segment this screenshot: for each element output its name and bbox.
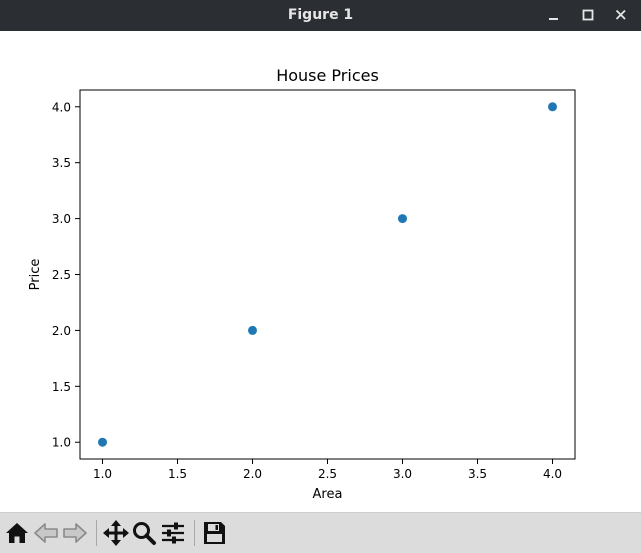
x-tick-label: 3.5 <box>468 467 487 481</box>
x-axis-ticks: 1.0 1.5 2.0 2.5 3.0 3.5 4.0 <box>93 459 562 481</box>
window-titlebar[interactable]: Figure 1 <box>0 0 641 31</box>
maximize-button[interactable] <box>576 4 600 26</box>
window-title: Figure 1 <box>287 7 354 23</box>
minimize-button[interactable] <box>541 4 565 26</box>
x-tick-label: 3.0 <box>393 467 412 481</box>
y-tick-label: 3.0 <box>52 212 71 226</box>
back-button[interactable] <box>32 519 60 547</box>
forward-button[interactable] <box>61 519 89 547</box>
data-points <box>98 102 557 447</box>
home-button[interactable] <box>3 519 31 547</box>
data-point <box>98 437 107 447</box>
minimize-icon <box>549 18 558 20</box>
save-floppy-icon <box>204 522 225 544</box>
close-icon <box>615 9 626 20</box>
maximize-icon <box>582 9 594 21</box>
figure-canvas[interactable]: House Prices 1.0 1.5 2.0 2.5 3.0 3.5 4.0 1.0 1.… <box>0 31 641 512</box>
y-axis-label: Price <box>28 259 43 291</box>
save-button[interactable] <box>200 519 228 547</box>
y-tick-label: 1.5 <box>52 380 71 394</box>
y-tick-label: 3.5 <box>52 156 71 170</box>
x-tick-label: 1.5 <box>168 467 187 481</box>
y-tick-label: 4.0 <box>52 100 71 114</box>
y-tick-label: 1.0 <box>52 436 71 450</box>
data-point <box>248 325 257 335</box>
pan-button[interactable] <box>102 519 130 547</box>
navigation-toolbar <box>0 512 641 553</box>
configure-subplots-button[interactable] <box>159 519 187 547</box>
x-tick-label: 1.0 <box>93 467 112 481</box>
zoom-button[interactable] <box>130 519 158 547</box>
x-tick-label: 4.0 <box>543 467 562 481</box>
toolbar-separator <box>96 520 97 546</box>
x-tick-label: 2.5 <box>318 467 337 481</box>
pan-move-icon <box>103 520 129 546</box>
data-point <box>548 102 557 112</box>
close-button[interactable] <box>609 4 633 26</box>
x-axis-label: Area <box>313 487 343 502</box>
y-axis-ticks: 1.0 1.5 2.0 2.5 3.0 3.5 4.0 <box>52 100 80 450</box>
toolbar-separator <box>194 520 195 546</box>
zoom-magnifier-icon <box>133 522 156 545</box>
axes-frame <box>79 89 576 460</box>
forward-arrow-icon <box>63 523 87 543</box>
y-tick-label: 2.5 <box>52 268 71 282</box>
configure-subplots-icon <box>162 522 184 544</box>
chart-title: House Prices <box>276 66 379 85</box>
back-arrow-icon <box>34 523 58 543</box>
y-tick-label: 2.0 <box>52 324 71 338</box>
x-tick-label: 2.0 <box>243 467 262 481</box>
data-point <box>398 214 407 224</box>
home-icon <box>6 523 28 543</box>
scatter-plot[interactable]: House Prices 1.0 1.5 2.0 2.5 3.0 3.5 4.0 1.01.… <box>0 31 641 512</box>
